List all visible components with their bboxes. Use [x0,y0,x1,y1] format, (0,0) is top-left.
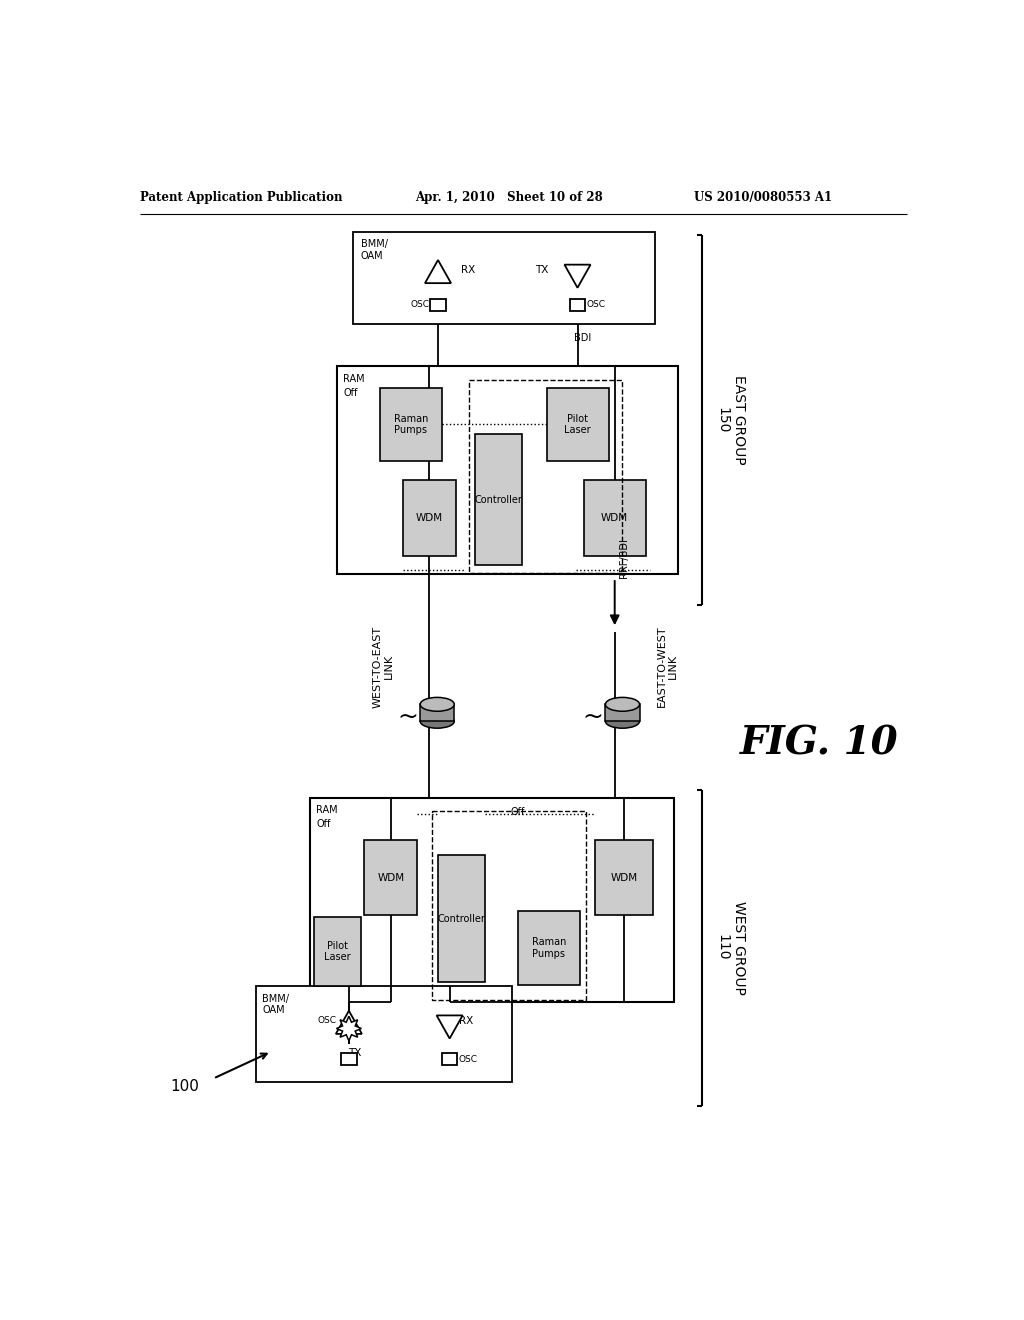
Text: RRF/BDI: RRF/BDI [618,539,629,578]
Text: Off: Off [316,818,331,829]
Text: WDM: WDM [601,513,629,523]
Text: BMM/
OAM: BMM/ OAM [262,994,289,1015]
Text: Controller: Controller [474,495,522,504]
Text: EAST GROUP
150: EAST GROUP 150 [716,375,745,465]
Text: RAM: RAM [343,374,366,384]
Text: WDM: WDM [416,513,443,523]
Text: RX: RX [459,1016,473,1026]
Text: WEST GROUP
110: WEST GROUP 110 [716,900,745,994]
Bar [365,840,417,915]
Ellipse shape [605,697,640,711]
Text: Apr. 1, 2010   Sheet 10 of 28: Apr. 1, 2010 Sheet 10 of 28 [415,190,602,203]
Text: FIG. 10: FIG. 10 [740,725,899,763]
Text: WEST-TO-EAST
LINK: WEST-TO-EAST LINK [372,626,394,708]
Bar [352,231,655,323]
Bar [475,434,521,565]
Text: OSC: OSC [317,1016,337,1026]
Bar [432,812,586,1001]
Bar [310,797,675,1002]
Text: Patent Application Publication: Patent Application Publication [139,190,342,203]
Polygon shape [425,260,451,284]
Text: ~: ~ [397,705,418,729]
Bar [469,380,623,573]
Text: Off: Off [343,388,357,397]
Text: EAST-TO-WEST
LINK: EAST-TO-WEST LINK [656,626,678,708]
Text: BDI: BDI [573,333,591,343]
Text: RAM: RAM [316,805,338,816]
Bar [584,480,646,556]
Bar [403,480,456,556]
Text: Controller: Controller [437,913,485,924]
Text: Raman
Pumps: Raman Pumps [393,413,428,436]
Text: Off: Off [510,807,524,817]
Polygon shape [564,264,591,288]
Polygon shape [337,1016,361,1040]
Polygon shape [436,1015,463,1039]
Bar [442,1053,458,1065]
Ellipse shape [420,714,455,729]
Text: Raman
Pumps: Raman Pumps [531,937,566,958]
Bar [420,705,455,721]
Bar [430,298,445,312]
Text: OSC: OSC [587,300,606,309]
Ellipse shape [605,714,640,729]
Bar [438,855,484,982]
Bar [518,911,580,985]
Bar [341,1053,356,1065]
Bar [605,705,640,721]
Text: OSC: OSC [411,300,430,309]
Text: RX: RX [461,265,475,275]
Bar [547,388,608,461]
Bar [256,986,512,1082]
Text: ~: ~ [583,705,603,729]
Text: WDM: WDM [611,873,638,883]
Polygon shape [336,1011,361,1034]
Bar [380,388,442,461]
Text: Pilot
Laser: Pilot Laser [324,941,350,962]
Text: 100: 100 [171,1078,200,1094]
Text: WDM: WDM [377,873,404,883]
Ellipse shape [420,697,455,711]
Text: BMM/
OAM: BMM/ OAM [360,239,387,261]
Text: Pilot
Laser: Pilot Laser [564,413,591,436]
Bar [314,917,360,986]
Bar [569,298,586,312]
Text: OSC: OSC [459,1055,478,1064]
Text: TX: TX [348,1048,361,1057]
Text: TX: TX [535,265,548,275]
Bar [595,840,653,915]
Text: US 2010/0080553 A1: US 2010/0080553 A1 [693,190,831,203]
Bar [337,367,678,574]
